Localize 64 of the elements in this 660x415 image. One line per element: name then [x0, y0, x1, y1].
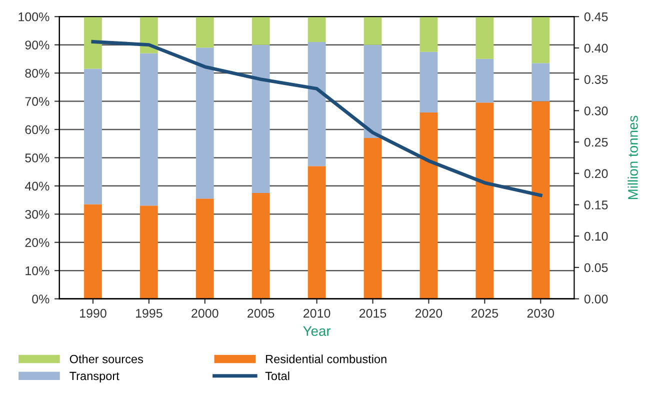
bar — [196, 198, 214, 299]
legend-label: Transport — [70, 372, 120, 382]
bar — [84, 68, 102, 204]
y-tick-label: 100% — [18, 12, 50, 22]
y-tick-label: 80% — [25, 68, 50, 78]
bar — [196, 16, 214, 48]
bar — [364, 138, 382, 299]
line-series — [91, 40, 542, 198]
bar — [308, 42, 326, 166]
x-tick-label: 1990 — [80, 308, 106, 318]
bar — [420, 16, 438, 52]
bar — [252, 192, 270, 299]
y-tick-label: 0% — [32, 294, 50, 304]
bar — [84, 204, 102, 299]
y2-axis-title: Million tonnes — [628, 116, 638, 200]
y-tick-label: 50% — [25, 154, 50, 162]
bar — [476, 102, 494, 299]
y-tick-label: 10% — [26, 266, 50, 276]
bar — [364, 16, 382, 45]
y2-tick-label: 0.15 — [584, 200, 608, 210]
legend-label: Residential combustion — [266, 354, 386, 364]
y2-tick-label: 0.40 — [584, 44, 608, 53]
y-tick-label: 20% — [25, 238, 50, 248]
y2-tick-label: 0.05 — [584, 263, 608, 272]
bar — [84, 16, 102, 69]
y-tick-label: 90% — [25, 40, 50, 50]
x-tick-label: 2030 — [527, 308, 554, 318]
bar — [308, 16, 326, 42]
bar — [532, 101, 550, 299]
legend-label: Total — [265, 371, 290, 380]
y-tick-label: 40% — [24, 182, 50, 191]
bar — [140, 16, 158, 54]
x-tick-label: 2025 — [471, 308, 498, 318]
bar — [532, 63, 550, 102]
y2-tick-label: 0.30 — [584, 106, 608, 116]
bar — [140, 206, 158, 299]
y-tick-label: 60% — [25, 125, 50, 134]
x-axis-title: Year — [303, 326, 331, 336]
x-tick-label: 2015 — [359, 308, 386, 318]
y2-tick-label: 0.25 — [584, 138, 608, 147]
x-tick-label: 1995 — [136, 308, 162, 318]
bar — [252, 44, 270, 193]
bar — [364, 44, 382, 138]
x-tick-label: 2000 — [192, 308, 218, 318]
bar — [308, 166, 326, 299]
bar — [140, 53, 158, 206]
bar — [532, 16, 550, 64]
y2-tick-label: 0.45 — [584, 12, 608, 22]
bar — [420, 112, 438, 299]
y2-tick-label: 0.10 — [584, 232, 608, 241]
x-tick-label: 2010 — [304, 308, 330, 318]
x-tick-label: 2020 — [415, 308, 442, 318]
bar — [476, 16, 494, 59]
bar — [252, 16, 270, 45]
y-tick-label: 30% — [25, 210, 50, 219]
y2-tick-label: 0.35 — [584, 75, 608, 84]
x-tick-label: 2005 — [248, 308, 274, 318]
bar — [196, 48, 214, 199]
legend-label: Other sources — [70, 354, 144, 364]
y2-tick-label: 0.20 — [584, 169, 608, 178]
bar — [476, 58, 494, 103]
y-tick-label: 70% — [25, 97, 50, 106]
y2-tick-label: 0.00 — [584, 294, 608, 304]
bar — [420, 52, 438, 113]
